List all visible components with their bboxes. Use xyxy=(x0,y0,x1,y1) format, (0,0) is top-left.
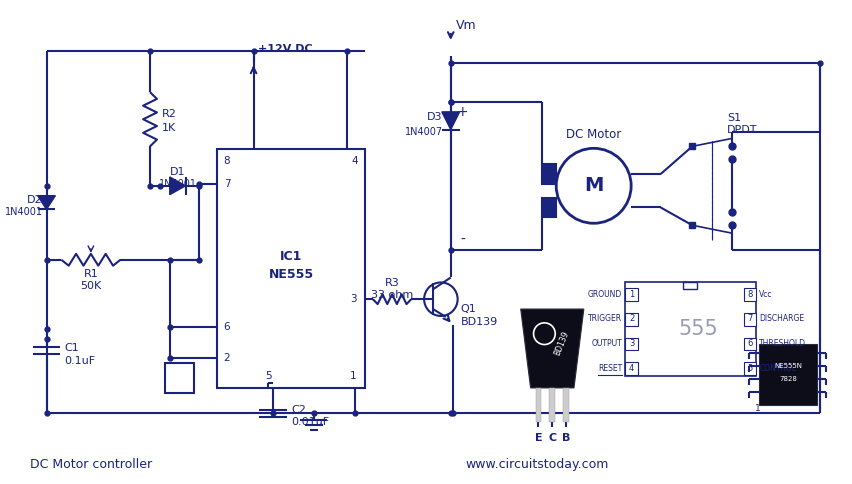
Text: 1N4001: 1N4001 xyxy=(4,208,43,217)
Bar xyxy=(625,338,638,350)
Polygon shape xyxy=(170,177,186,195)
Text: E: E xyxy=(535,433,542,443)
Bar xyxy=(550,388,556,423)
Bar xyxy=(744,338,757,350)
Text: M: M xyxy=(584,176,603,196)
Text: www.circuitstoday.com: www.circuitstoday.com xyxy=(465,458,609,471)
Bar xyxy=(625,288,638,301)
Text: 4: 4 xyxy=(629,363,634,373)
Text: 1K: 1K xyxy=(162,122,176,133)
Bar xyxy=(563,388,569,423)
Bar xyxy=(543,197,556,217)
Text: R3: R3 xyxy=(385,278,400,288)
Bar xyxy=(164,363,194,393)
Text: NE555: NE555 xyxy=(268,268,314,281)
Bar xyxy=(217,150,365,388)
Text: 1N4007: 1N4007 xyxy=(405,127,443,136)
Circle shape xyxy=(556,148,631,223)
Text: 555: 555 xyxy=(679,319,718,339)
Text: 33 ohm: 33 ohm xyxy=(371,290,414,300)
Text: RESET: RESET xyxy=(598,363,622,373)
Text: DC Motor: DC Motor xyxy=(566,128,621,141)
Text: +12V DC: +12V DC xyxy=(258,44,313,54)
Text: 4: 4 xyxy=(352,156,359,166)
Text: DPDT: DPDT xyxy=(727,124,757,135)
Polygon shape xyxy=(521,309,584,388)
Text: THRESHOLD: THRESHOLD xyxy=(759,339,806,348)
Text: IC1: IC1 xyxy=(279,250,302,263)
Text: DC Motor controller: DC Motor controller xyxy=(30,458,152,471)
Text: 8: 8 xyxy=(223,156,230,166)
Text: 7: 7 xyxy=(747,315,752,323)
Text: CONTROL: CONTROL xyxy=(759,363,797,373)
Text: 8: 8 xyxy=(747,290,752,299)
Text: 1: 1 xyxy=(350,371,356,381)
Text: 3: 3 xyxy=(629,339,635,348)
Text: BD139: BD139 xyxy=(461,317,498,327)
Text: NE555N: NE555N xyxy=(774,363,802,369)
Text: 5: 5 xyxy=(265,371,272,381)
Text: Q1: Q1 xyxy=(461,304,476,314)
Text: 1: 1 xyxy=(629,290,634,299)
Text: C2: C2 xyxy=(291,405,306,415)
Bar xyxy=(625,313,638,326)
Text: 1: 1 xyxy=(755,404,760,412)
Bar xyxy=(744,313,757,326)
Text: 2: 2 xyxy=(223,353,230,363)
Text: 0.01uF: 0.01uF xyxy=(291,417,329,427)
Text: DISCHARGE: DISCHARGE xyxy=(759,315,804,323)
Text: D3: D3 xyxy=(428,112,443,122)
Polygon shape xyxy=(37,196,55,210)
Text: 1N4001: 1N4001 xyxy=(158,179,197,189)
Text: TRIGGER: TRIGGER xyxy=(588,315,622,323)
Bar xyxy=(683,283,697,289)
Text: D1: D1 xyxy=(170,167,186,177)
Polygon shape xyxy=(442,112,459,130)
Text: BD139: BD139 xyxy=(553,330,571,357)
Text: S1: S1 xyxy=(727,113,741,123)
Text: C: C xyxy=(548,433,556,443)
Text: 0.1uF: 0.1uF xyxy=(64,356,95,366)
Bar xyxy=(625,283,757,376)
Text: 3: 3 xyxy=(350,294,356,304)
Bar xyxy=(543,164,556,184)
Text: 50K: 50K xyxy=(80,281,101,291)
Text: +: + xyxy=(457,105,469,119)
Text: 7: 7 xyxy=(223,179,230,189)
Text: 7828: 7828 xyxy=(779,376,797,382)
Text: -: - xyxy=(460,233,465,247)
Text: GROUND: GROUND xyxy=(588,290,622,299)
Bar xyxy=(744,288,757,301)
Text: Vcc: Vcc xyxy=(759,290,773,299)
Bar xyxy=(536,388,541,423)
Text: OUTPUT: OUTPUT xyxy=(591,339,622,348)
Text: B: B xyxy=(562,433,570,443)
Text: D2: D2 xyxy=(27,195,43,205)
Text: C1: C1 xyxy=(64,344,79,353)
Text: 6: 6 xyxy=(223,322,230,332)
Text: 6: 6 xyxy=(747,339,752,348)
Text: R2: R2 xyxy=(162,109,176,119)
Text: 5: 5 xyxy=(747,363,752,373)
Bar xyxy=(625,363,638,375)
Text: 2: 2 xyxy=(629,315,634,323)
Bar xyxy=(744,363,757,375)
Text: Vm: Vm xyxy=(456,18,476,31)
Polygon shape xyxy=(759,344,816,405)
Text: R1: R1 xyxy=(83,269,98,279)
